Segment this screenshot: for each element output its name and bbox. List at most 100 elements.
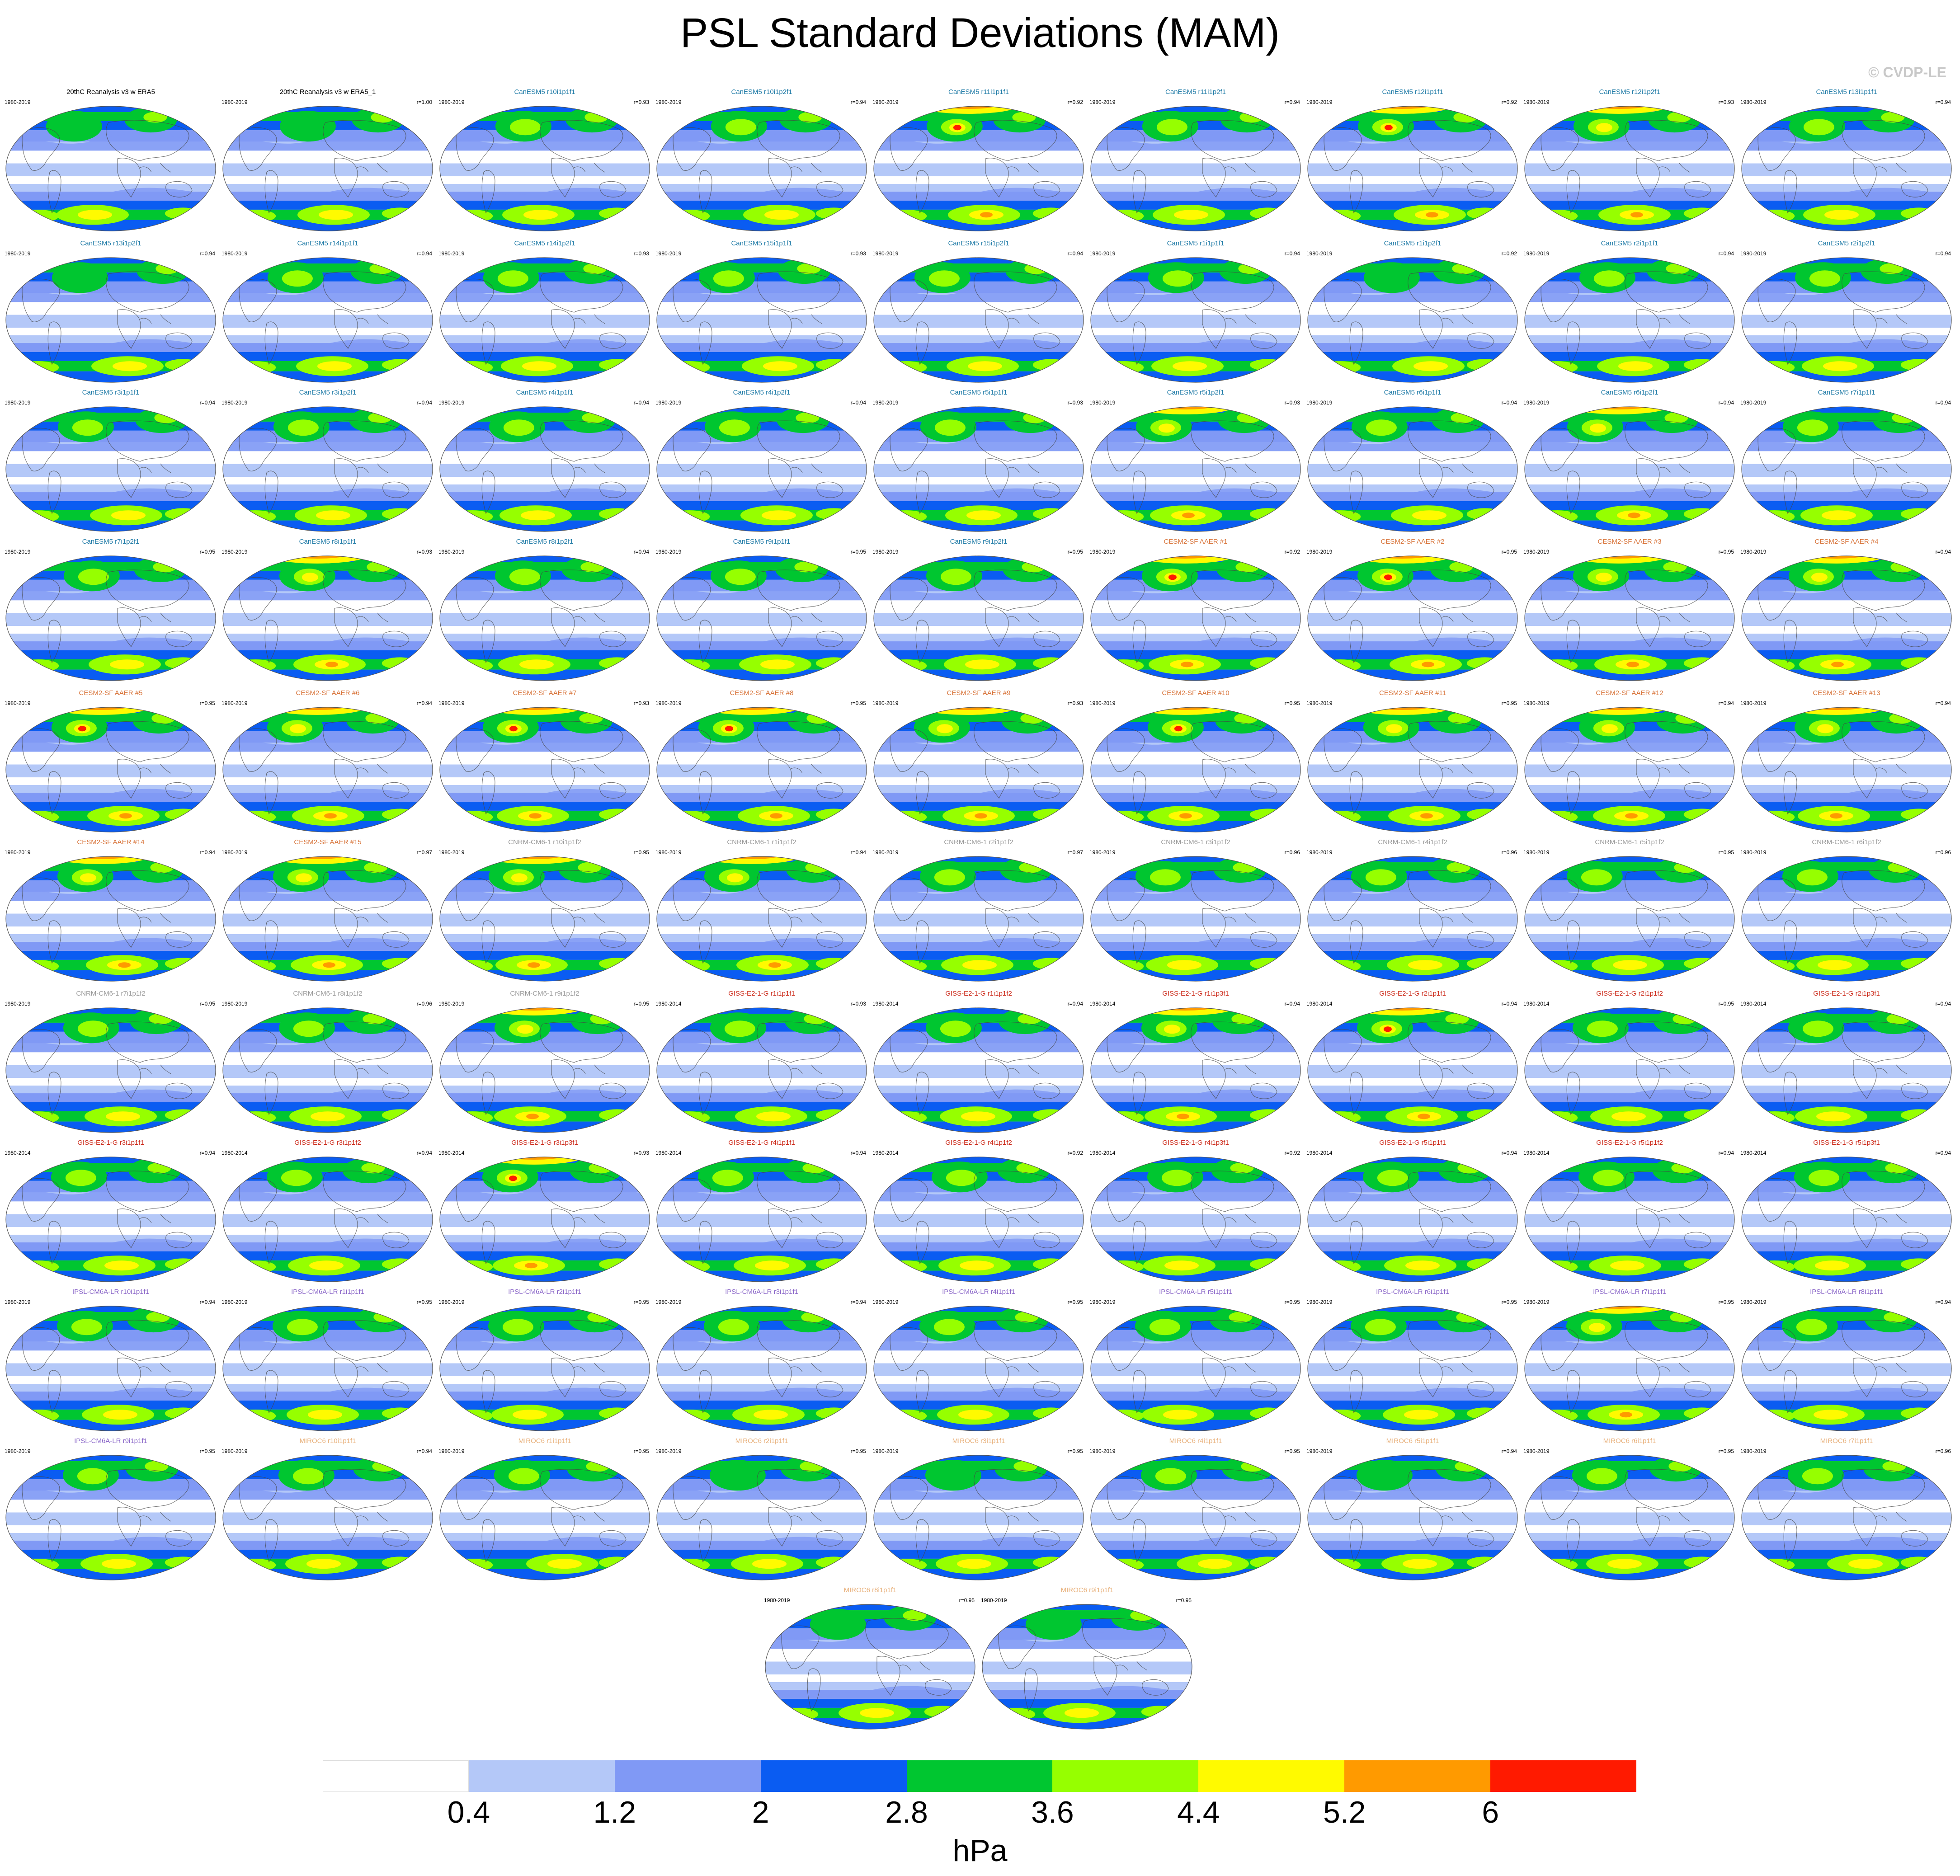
panel-pattern-correlation: r=0.95 <box>1718 1448 1734 1454</box>
map-plot <box>222 257 433 383</box>
panel-pattern-correlation: r=0.94 <box>416 250 432 257</box>
map-outline <box>1524 1455 1735 1580</box>
map-field <box>874 407 1084 531</box>
panel-pattern-correlation: r=0.96 <box>1284 849 1300 856</box>
panel-title: CESM2-SF AAER #2 <box>1380 538 1445 545</box>
panel-pattern-correlation: r=0.95 <box>1067 1448 1083 1454</box>
map-panel: GISS-E2-1-G r5i1p1f1 1980-2014 r=0.94 <box>1306 1139 1519 1284</box>
map-outline <box>1741 1306 1952 1431</box>
map-field <box>1742 258 1951 382</box>
panel-title: CanESM5 r8i1p2f1 <box>516 538 574 545</box>
coastlines <box>1107 271 1277 365</box>
map-panel: CESM2-SF AAER #13 1980-2019 r=0.94 <box>1740 689 1953 834</box>
panel-years: 1980-2019 <box>1089 549 1116 555</box>
map-panel: MIROC6 r9i1p1f1 1980-2019 r=0.95 <box>981 1586 1193 1731</box>
map-panel: CanESM5 r15i1p1f1 1980-2019 r=0.93 <box>655 240 868 384</box>
map-outline <box>439 707 650 832</box>
map-plot <box>1090 1157 1301 1282</box>
map-outline <box>1741 406 1952 532</box>
panel-pattern-correlation: r=0.92 <box>1284 1150 1300 1156</box>
map-field <box>1091 407 1300 531</box>
panel-years: 1980-2019 <box>221 250 248 257</box>
map-panel: CanESM5 r10i1p1f1 1980-2019 r=0.93 <box>438 88 651 233</box>
panel-pattern-correlation: r=0.94 <box>199 1299 215 1305</box>
map-outline <box>439 1157 650 1282</box>
coastlines <box>998 1618 1169 1712</box>
map-outline <box>222 707 433 832</box>
map-outline <box>1090 1455 1301 1580</box>
panel-title: IPSL-CM6A-LR r5i1p1f1 <box>1159 1288 1232 1296</box>
panel-title: GISS-E2-1-G r3i1p1f2 <box>294 1139 361 1147</box>
map-plot <box>1307 856 1518 982</box>
panel-pattern-correlation: r=0.95 <box>1284 700 1300 706</box>
panel-pattern-correlation: r=0.93 <box>1718 99 1734 105</box>
map-panel: GISS-E2-1-G r3i1p1f1 1980-2014 r=0.94 <box>5 1139 217 1284</box>
coastlines <box>456 271 627 365</box>
panel-title: CanESM5 r14i1p1f1 <box>297 240 358 247</box>
map-panel: IPSL-CM6A-LR r9i1p1f1 1980-2019 r=0.95 <box>5 1437 217 1582</box>
map-outline <box>1741 1157 1952 1282</box>
coastlines <box>890 1469 1060 1563</box>
panel-pattern-correlation: r=0.94 <box>199 400 215 406</box>
coastlines <box>890 870 1060 964</box>
panel-title: GISS-E2-1-G r4i1p1f1 <box>728 1139 795 1147</box>
coastlines <box>1541 420 1711 514</box>
map-panel: CanESM5 r9i1p2f1 1980-2019 r=0.95 <box>872 538 1085 682</box>
map-field <box>223 1008 433 1133</box>
map-field <box>1742 856 1951 981</box>
panel-title: CNRM-CM6-1 r2i1p1f2 <box>944 838 1013 846</box>
map-panel: CanESM5 r4i1p1f1 1980-2019 r=0.94 <box>438 389 651 533</box>
map-plot <box>439 1007 650 1133</box>
map-plot <box>1524 1007 1735 1133</box>
coastlines <box>456 1021 627 1115</box>
coastlines <box>890 271 1060 365</box>
panel-title: CanESM5 r4i1p1f1 <box>516 389 574 396</box>
panel-pattern-correlation: r=0.94 <box>1501 1150 1517 1156</box>
panel-years: 1980-2014 <box>438 1150 465 1156</box>
coastlines <box>22 721 193 815</box>
page-title: PSL Standard Deviations (MAM) <box>680 10 1280 56</box>
panel-title: 20thC Reanalysis v3 w ERA5 <box>66 88 155 96</box>
panel-years: 1980-2019 <box>438 1448 465 1454</box>
coastlines <box>673 569 843 663</box>
map-plot <box>5 555 216 681</box>
map-outline <box>5 257 216 383</box>
map-outline <box>222 1306 433 1431</box>
panel-title: CanESM5 r3i1p2f1 <box>299 389 357 396</box>
panel-years: 1980-2019 <box>872 849 899 856</box>
panel-years: 1980-2019 <box>1523 400 1550 406</box>
map-outline <box>1307 106 1518 231</box>
coastlines <box>1757 1171 1928 1265</box>
map-plot <box>1307 1455 1518 1580</box>
panel-pattern-correlation: r=0.94 <box>1935 250 1951 257</box>
map-field <box>1308 856 1517 981</box>
map-panel: CESM2-SF AAER #8 1980-2019 r=0.95 <box>655 689 868 834</box>
map-plot <box>873 856 1084 982</box>
coastlines <box>1324 420 1494 514</box>
map-outline <box>873 707 1084 832</box>
map-field <box>874 707 1084 832</box>
coastlines <box>673 1469 843 1563</box>
coastlines <box>673 870 843 964</box>
panel-pattern-correlation: r=0.94 <box>850 1150 866 1156</box>
map-panel: CESM2-SF AAER #5 1980-2019 r=0.95 <box>5 689 217 834</box>
colorbar-segment <box>1052 1760 1199 1792</box>
map-outline <box>1090 555 1301 681</box>
panel-years: 1980-2019 <box>438 700 465 706</box>
panel-years: 1980-2019 <box>1740 700 1767 706</box>
map-panel: CanESM5 r13i1p2f1 1980-2019 r=0.94 <box>5 240 217 384</box>
map-field <box>1091 856 1300 981</box>
coastlines <box>1324 721 1494 815</box>
panel-title: CanESM5 r1i1p2f1 <box>1384 240 1442 247</box>
coastlines <box>1324 1469 1494 1563</box>
panel-years: 1980-2014 <box>221 1150 248 1156</box>
coastlines <box>456 420 627 514</box>
panel-title: MIROC6 r1i1p1f1 <box>518 1437 571 1445</box>
panel-title: CanESM5 r13i1p2f1 <box>80 240 141 247</box>
panel-pattern-correlation: r=0.93 <box>633 99 649 105</box>
panel-years: 1980-2019 <box>1523 250 1550 257</box>
panel-pattern-correlation: r=0.94 <box>1935 400 1951 406</box>
panel-title: CanESM5 r12i1p2f1 <box>1599 88 1660 96</box>
map-field <box>440 556 650 681</box>
panel-pattern-correlation: r=0.94 <box>1067 250 1083 257</box>
